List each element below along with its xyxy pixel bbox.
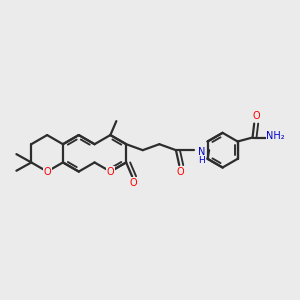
Text: O: O (43, 167, 51, 177)
Text: O: O (177, 167, 184, 177)
Text: O: O (252, 111, 260, 121)
Text: O: O (130, 178, 138, 188)
Text: H: H (198, 156, 205, 165)
Text: O: O (106, 167, 114, 177)
Text: NH₂: NH₂ (266, 131, 285, 141)
Text: N: N (198, 147, 206, 157)
